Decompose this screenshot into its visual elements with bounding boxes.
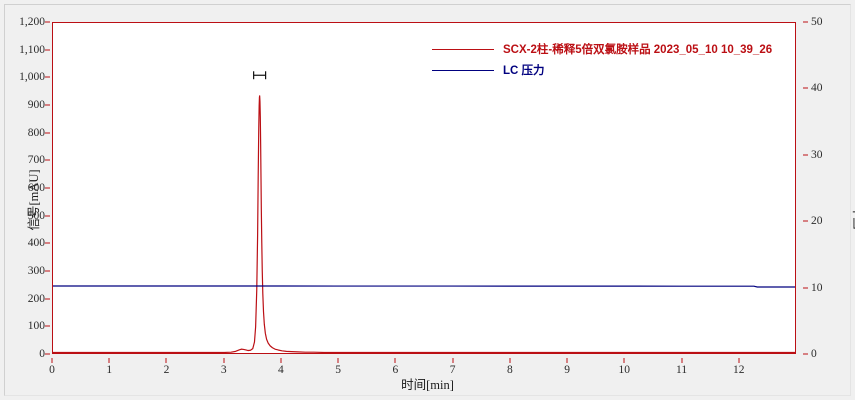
x-tick-label: 2 bbox=[163, 364, 170, 376]
x-tick-mark bbox=[223, 358, 225, 363]
y-tick-mark bbox=[45, 242, 50, 244]
x-tick-mark bbox=[566, 358, 568, 363]
y2-tick-mark bbox=[803, 353, 808, 355]
legend-item-pressure[interactable]: LC 压力 bbox=[432, 61, 812, 79]
y2-tick-label: 50 bbox=[811, 16, 823, 28]
y2-tick-mark bbox=[803, 287, 808, 289]
plot-canvas bbox=[53, 23, 795, 353]
x-tick-label: 3 bbox=[220, 364, 227, 376]
x-tick-label: 7 bbox=[449, 364, 456, 376]
y-tick-label: 700 bbox=[27, 154, 45, 167]
y-tick-label: 300 bbox=[27, 265, 45, 277]
x-tick-mark bbox=[165, 358, 167, 363]
x-axis-title: 时间[min] bbox=[401, 378, 454, 392]
y-axis-left-ticks: 0 100 200 300 400 500 600 700 800 900 1,000 1,100 1,… bbox=[0, 16, 50, 360]
y-tick-label: 0 bbox=[39, 348, 45, 360]
y-tick-mark bbox=[45, 159, 50, 161]
y2-tick-label: 40 bbox=[811, 82, 823, 95]
y-tick-label: 400 bbox=[27, 237, 45, 250]
legend-label-pressure: LC 压力 bbox=[503, 65, 545, 77]
x-tick-mark bbox=[452, 358, 454, 363]
x-tick-label: 11 bbox=[675, 364, 688, 376]
y-axis-right-ticks: 0 10 20 30 40 50 bbox=[803, 16, 853, 360]
plot-area[interactable] bbox=[52, 22, 796, 354]
y-tick-mark bbox=[45, 215, 50, 217]
x-tick-mark bbox=[509, 358, 511, 363]
x-tick-mark bbox=[280, 358, 282, 363]
y2-tick-label: 0 bbox=[811, 348, 817, 360]
legend-swatch-signal bbox=[432, 48, 494, 50]
y-tick-label: 500 bbox=[27, 209, 45, 222]
signal-trace bbox=[53, 96, 795, 353]
y-tick-mark bbox=[45, 187, 50, 189]
peak-width-marker bbox=[254, 71, 266, 79]
legend-swatch-pressure bbox=[432, 69, 494, 71]
y-tick-mark bbox=[45, 298, 50, 300]
y-tick-label: 200 bbox=[27, 292, 45, 305]
y2-tick-label: 10 bbox=[811, 281, 823, 294]
legend-label-signal: SCX-2柱-稀释5倍双氯胺样品 2023_05_10 10_39_26 bbox=[503, 44, 773, 56]
x-tick-mark bbox=[394, 358, 396, 363]
y2-tick-label: 30 bbox=[811, 148, 823, 161]
y-tick-mark bbox=[45, 270, 50, 272]
legend-item-signal[interactable]: SCX-2柱-稀释5倍双氯胺样品 2023_05_10 10_39_26 bbox=[432, 40, 812, 58]
x-axis-ticks: 0 1 2 3 4 5 6 7 8 9 10 11 12 bbox=[49, 358, 796, 376]
y-tick-label: 1,200 bbox=[19, 16, 45, 28]
y-tick-mark bbox=[45, 104, 50, 106]
y-tick-mark bbox=[45, 21, 50, 23]
x-tick-mark bbox=[681, 358, 683, 363]
y-tick-mark bbox=[45, 353, 50, 355]
y-tick-label: 600 bbox=[27, 182, 45, 194]
x-tick-label: 8 bbox=[506, 364, 513, 376]
x-tick-mark bbox=[623, 358, 625, 363]
x-tick-mark bbox=[738, 358, 740, 363]
y-tick-label: 1,100 bbox=[19, 43, 45, 56]
x-tick-label: 10 bbox=[618, 364, 631, 376]
x-tick-mark bbox=[108, 358, 110, 363]
y-tick-mark bbox=[45, 49, 50, 51]
y2-tick-label: 20 bbox=[811, 215, 823, 228]
y-tick-label: 800 bbox=[27, 126, 45, 139]
x-tick-label: 12 bbox=[733, 364, 745, 376]
y-tick-label: 1,000 bbox=[19, 71, 45, 84]
x-tick-mark bbox=[51, 358, 53, 363]
y-tick-mark bbox=[45, 76, 50, 78]
y-tick-mark bbox=[45, 325, 50, 327]
x-tick-label: 5 bbox=[335, 364, 342, 376]
y-tick-mark bbox=[45, 132, 50, 134]
x-tick-mark bbox=[337, 358, 339, 363]
x-tick-label: 9 bbox=[564, 364, 570, 376]
y2-tick-mark bbox=[803, 87, 808, 89]
x-tick-label: 1 bbox=[106, 364, 113, 376]
x-tick-label: 6 bbox=[392, 364, 399, 376]
x-tick-label: 0 bbox=[49, 364, 55, 376]
y2-tick-mark bbox=[803, 154, 808, 156]
pressure-trace bbox=[53, 286, 795, 287]
x-tick-label: 4 bbox=[278, 364, 284, 376]
y2-tick-mark bbox=[803, 21, 808, 23]
chart-legend: SCX-2柱-稀释5倍双氯胺样品 2023_05_10 10_39_26 LC … bbox=[432, 40, 812, 82]
y-tick-label: 900 bbox=[27, 99, 45, 111]
y-tick-label: 100 bbox=[27, 320, 45, 333]
y2-tick-mark bbox=[803, 220, 808, 222]
